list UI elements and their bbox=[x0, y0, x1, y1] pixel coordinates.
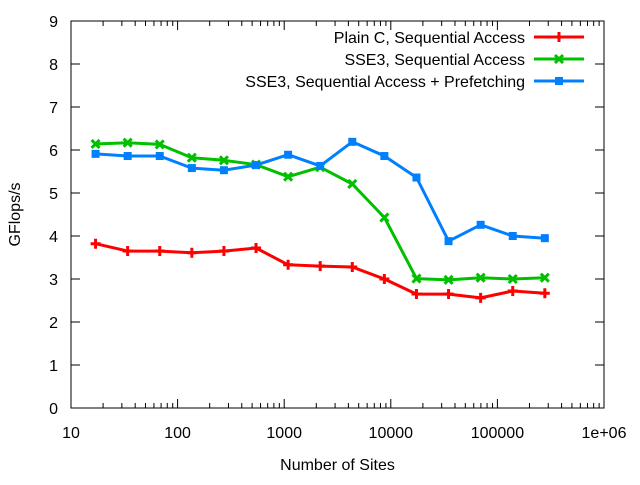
data-point bbox=[507, 273, 518, 285]
y-tick-label: 8 bbox=[49, 57, 58, 74]
data-point bbox=[91, 149, 100, 158]
data-point bbox=[251, 243, 262, 254]
data-point bbox=[475, 292, 486, 303]
legend-marker bbox=[554, 32, 564, 42]
series-3 bbox=[91, 137, 549, 246]
data-point bbox=[219, 166, 228, 175]
data-point bbox=[539, 288, 550, 299]
data-point bbox=[508, 232, 517, 240]
y-tick-label: 6 bbox=[49, 143, 58, 160]
data-point bbox=[187, 164, 196, 173]
legend-entry-2: SSE3, Sequential Access bbox=[344, 52, 584, 69]
x-tick-label: 1000 bbox=[266, 425, 302, 442]
data-point bbox=[284, 150, 293, 159]
data-point bbox=[123, 152, 132, 161]
y-tick-label: 1 bbox=[49, 358, 58, 375]
plot-frame bbox=[70, 20, 605, 409]
data-point bbox=[283, 259, 294, 270]
x-axis-title: Number of Sites bbox=[280, 457, 395, 474]
y-tick-label: 0 bbox=[49, 401, 58, 418]
x-tick-label: 10000 bbox=[369, 425, 414, 442]
legend-marker bbox=[553, 53, 565, 65]
y-tick-label: 3 bbox=[49, 272, 58, 289]
data-point bbox=[90, 238, 101, 249]
tick-labels: 0 1 2 3 4 5 6 7 8 9 10 100 1000 10000 100000 1e+06 bbox=[49, 14, 626, 442]
data-point bbox=[475, 272, 486, 283]
data-point bbox=[476, 220, 485, 229]
data-point bbox=[443, 274, 454, 285]
data-point bbox=[218, 155, 229, 166]
data-point bbox=[122, 137, 133, 148]
data-point bbox=[218, 246, 229, 257]
x-tick-label: 1e+06 bbox=[582, 425, 627, 442]
y-tick-label: 5 bbox=[49, 186, 58, 203]
series-1 bbox=[90, 238, 550, 303]
y-tick-label: 4 bbox=[49, 229, 58, 246]
data-point bbox=[411, 289, 422, 300]
data-point bbox=[411, 273, 422, 284]
data-point bbox=[443, 289, 454, 300]
y-axis-title: GFlops/s bbox=[7, 182, 24, 246]
legend-entry-3: SSE3, Sequential Access + Prefetching bbox=[245, 74, 584, 91]
data-point bbox=[347, 261, 358, 272]
data-point bbox=[155, 152, 164, 161]
series-layer bbox=[90, 137, 550, 303]
legend-marker bbox=[555, 77, 563, 85]
data-point bbox=[444, 237, 453, 246]
data-point bbox=[380, 152, 389, 161]
data-point bbox=[154, 246, 165, 257]
legend-entry-1: Plain C, Sequential Access bbox=[334, 30, 584, 47]
data-point bbox=[507, 286, 518, 297]
legend-label: SSE3, Sequential Access bbox=[344, 52, 525, 69]
data-point bbox=[90, 138, 101, 150]
data-point bbox=[379, 274, 390, 284]
y-tick-label: 9 bbox=[49, 14, 58, 31]
data-point bbox=[348, 137, 357, 146]
data-point bbox=[347, 178, 358, 190]
data-point bbox=[539, 272, 550, 283]
legend: Plain C, Sequential Access SSE3, Sequenti… bbox=[245, 30, 584, 91]
y-tick-label: 7 bbox=[49, 100, 58, 117]
x-tick-label: 10 bbox=[62, 425, 80, 442]
data-point bbox=[122, 246, 133, 257]
data-point bbox=[412, 173, 421, 182]
legend-label: Plain C, Sequential Access bbox=[334, 30, 525, 47]
data-point bbox=[315, 261, 326, 272]
data-point bbox=[186, 247, 197, 258]
x-tick-label: 100000 bbox=[471, 425, 524, 442]
data-point bbox=[252, 161, 261, 170]
y-tick-label: 2 bbox=[49, 315, 58, 332]
data-point bbox=[379, 212, 390, 223]
data-point bbox=[186, 152, 197, 163]
data-point bbox=[540, 234, 549, 243]
x-tick-label: 100 bbox=[164, 425, 191, 442]
data-point bbox=[154, 139, 165, 150]
data-point bbox=[316, 161, 325, 170]
data-point bbox=[283, 171, 294, 182]
legend-label: SSE3, Sequential Access + Prefetching bbox=[245, 74, 525, 91]
